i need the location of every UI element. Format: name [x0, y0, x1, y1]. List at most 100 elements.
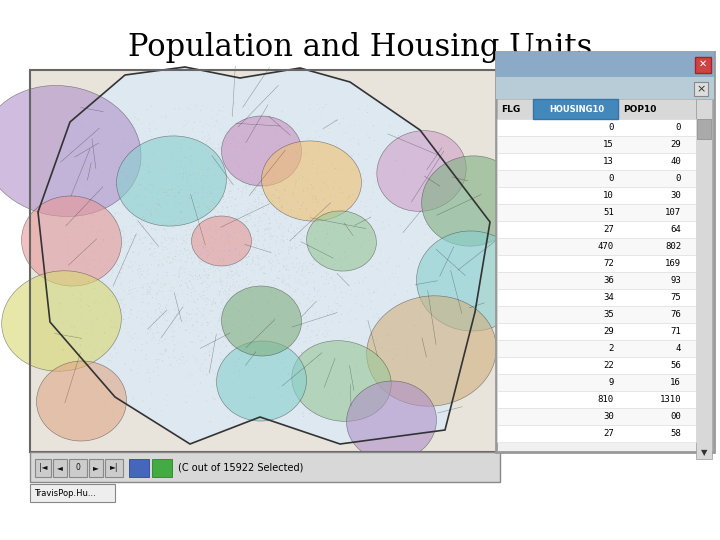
Point [228, 261, 239, 269]
Point [133, 261, 145, 270]
Point [274, 195, 286, 204]
Point [246, 177, 257, 186]
Point [216, 254, 228, 262]
Point [257, 191, 269, 199]
Point [188, 189, 199, 198]
Point [70, 329, 81, 338]
Point [322, 208, 333, 217]
Point [159, 243, 171, 252]
Point [161, 112, 172, 120]
Point [71, 223, 83, 232]
Point [215, 178, 226, 187]
Text: 56: 56 [670, 361, 681, 370]
Point [73, 279, 85, 287]
Ellipse shape [346, 381, 436, 461]
Point [197, 134, 208, 143]
Point [328, 218, 339, 226]
Point [155, 349, 166, 358]
Point [189, 229, 201, 238]
Point [275, 220, 287, 228]
Point [220, 281, 232, 289]
Point [156, 284, 167, 292]
Point [298, 272, 310, 280]
Point [285, 228, 297, 237]
Point [118, 118, 130, 127]
Point [89, 284, 100, 293]
Point [69, 208, 81, 217]
Point [199, 243, 211, 252]
Point [170, 220, 181, 229]
Point [263, 188, 274, 197]
Point [146, 158, 158, 166]
Point [158, 311, 169, 320]
Point [247, 255, 258, 264]
Point [184, 369, 196, 378]
Point [144, 100, 156, 109]
Point [156, 309, 168, 318]
Point [212, 118, 223, 127]
Point [188, 265, 199, 273]
Point [392, 220, 404, 228]
Point [143, 169, 155, 178]
Point [246, 316, 258, 325]
Point [177, 172, 189, 181]
Point [161, 305, 172, 313]
Point [181, 356, 192, 365]
Text: 0: 0 [608, 123, 614, 132]
Point [256, 263, 268, 272]
Point [278, 150, 289, 159]
Point [155, 279, 166, 288]
Point [369, 288, 380, 296]
Point [296, 271, 307, 279]
Point [282, 261, 293, 270]
Point [184, 202, 196, 211]
Point [282, 370, 294, 379]
Point [292, 224, 303, 233]
Point [276, 201, 288, 210]
Point [305, 409, 316, 418]
Point [215, 125, 227, 134]
Point [324, 214, 336, 223]
Point [253, 217, 265, 225]
Point [184, 156, 196, 165]
Point [419, 230, 431, 239]
Point [228, 322, 240, 331]
Point [242, 276, 253, 285]
Point [240, 264, 252, 273]
Point [192, 194, 203, 202]
Point [253, 222, 265, 231]
Point [109, 344, 121, 353]
Point [193, 224, 204, 232]
Point [312, 334, 323, 342]
Point [294, 157, 306, 166]
Point [287, 197, 299, 205]
Point [283, 306, 294, 315]
Point [71, 178, 83, 186]
Point [147, 276, 158, 285]
Point [169, 344, 181, 353]
Point [161, 188, 173, 197]
Point [208, 295, 220, 303]
Point [247, 298, 258, 306]
Point [151, 189, 163, 198]
Point [214, 315, 225, 323]
Point [292, 314, 304, 322]
Point [248, 402, 259, 411]
Point [168, 237, 179, 246]
Point [164, 174, 176, 183]
Point [309, 283, 320, 292]
Point [282, 265, 293, 273]
Point [276, 107, 288, 116]
Point [213, 266, 225, 274]
Point [246, 335, 257, 344]
Point [91, 204, 102, 212]
Point [180, 226, 192, 235]
Point [322, 229, 333, 238]
Point [187, 285, 199, 293]
Point [318, 280, 330, 288]
Point [237, 404, 248, 413]
Point [125, 235, 137, 244]
Point [159, 308, 171, 316]
Point [177, 313, 189, 322]
Point [122, 189, 133, 198]
